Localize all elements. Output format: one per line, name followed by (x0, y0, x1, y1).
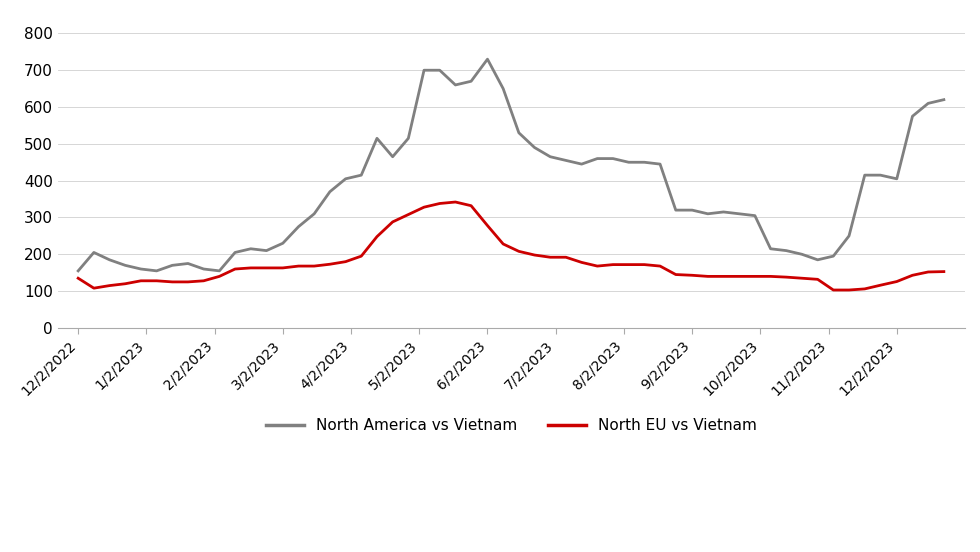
North EU vs Vietnam (749, 273, 760, 280)
North America vs Vietnam (73, 268, 84, 274)
North EU vs Vietnam (623, 261, 635, 268)
North EU vs Vietnam (387, 219, 399, 225)
Line: North America vs Vietnam: North America vs Vietnam (78, 59, 944, 271)
North EU vs Vietnam (575, 259, 587, 266)
North America vs Vietnam (623, 159, 635, 166)
Line: North EU vs Vietnam: North EU vs Vietnam (78, 202, 944, 290)
North America vs Vietnam (575, 161, 587, 167)
North America vs Vietnam (655, 161, 666, 167)
North EU vs Vietnam (655, 263, 666, 269)
North EU vs Vietnam (938, 268, 950, 275)
North EU vs Vietnam (88, 285, 100, 291)
North EU vs Vietnam (73, 275, 84, 282)
North EU vs Vietnam (450, 199, 462, 205)
North America vs Vietnam (749, 213, 760, 219)
North America vs Vietnam (481, 56, 493, 62)
North America vs Vietnam (387, 153, 399, 160)
North America vs Vietnam (938, 97, 950, 103)
Legend: North America vs Vietnam, North EU vs Vietnam: North America vs Vietnam, North EU vs Vi… (260, 412, 763, 439)
North America vs Vietnam (88, 249, 100, 256)
North EU vs Vietnam (827, 286, 839, 293)
